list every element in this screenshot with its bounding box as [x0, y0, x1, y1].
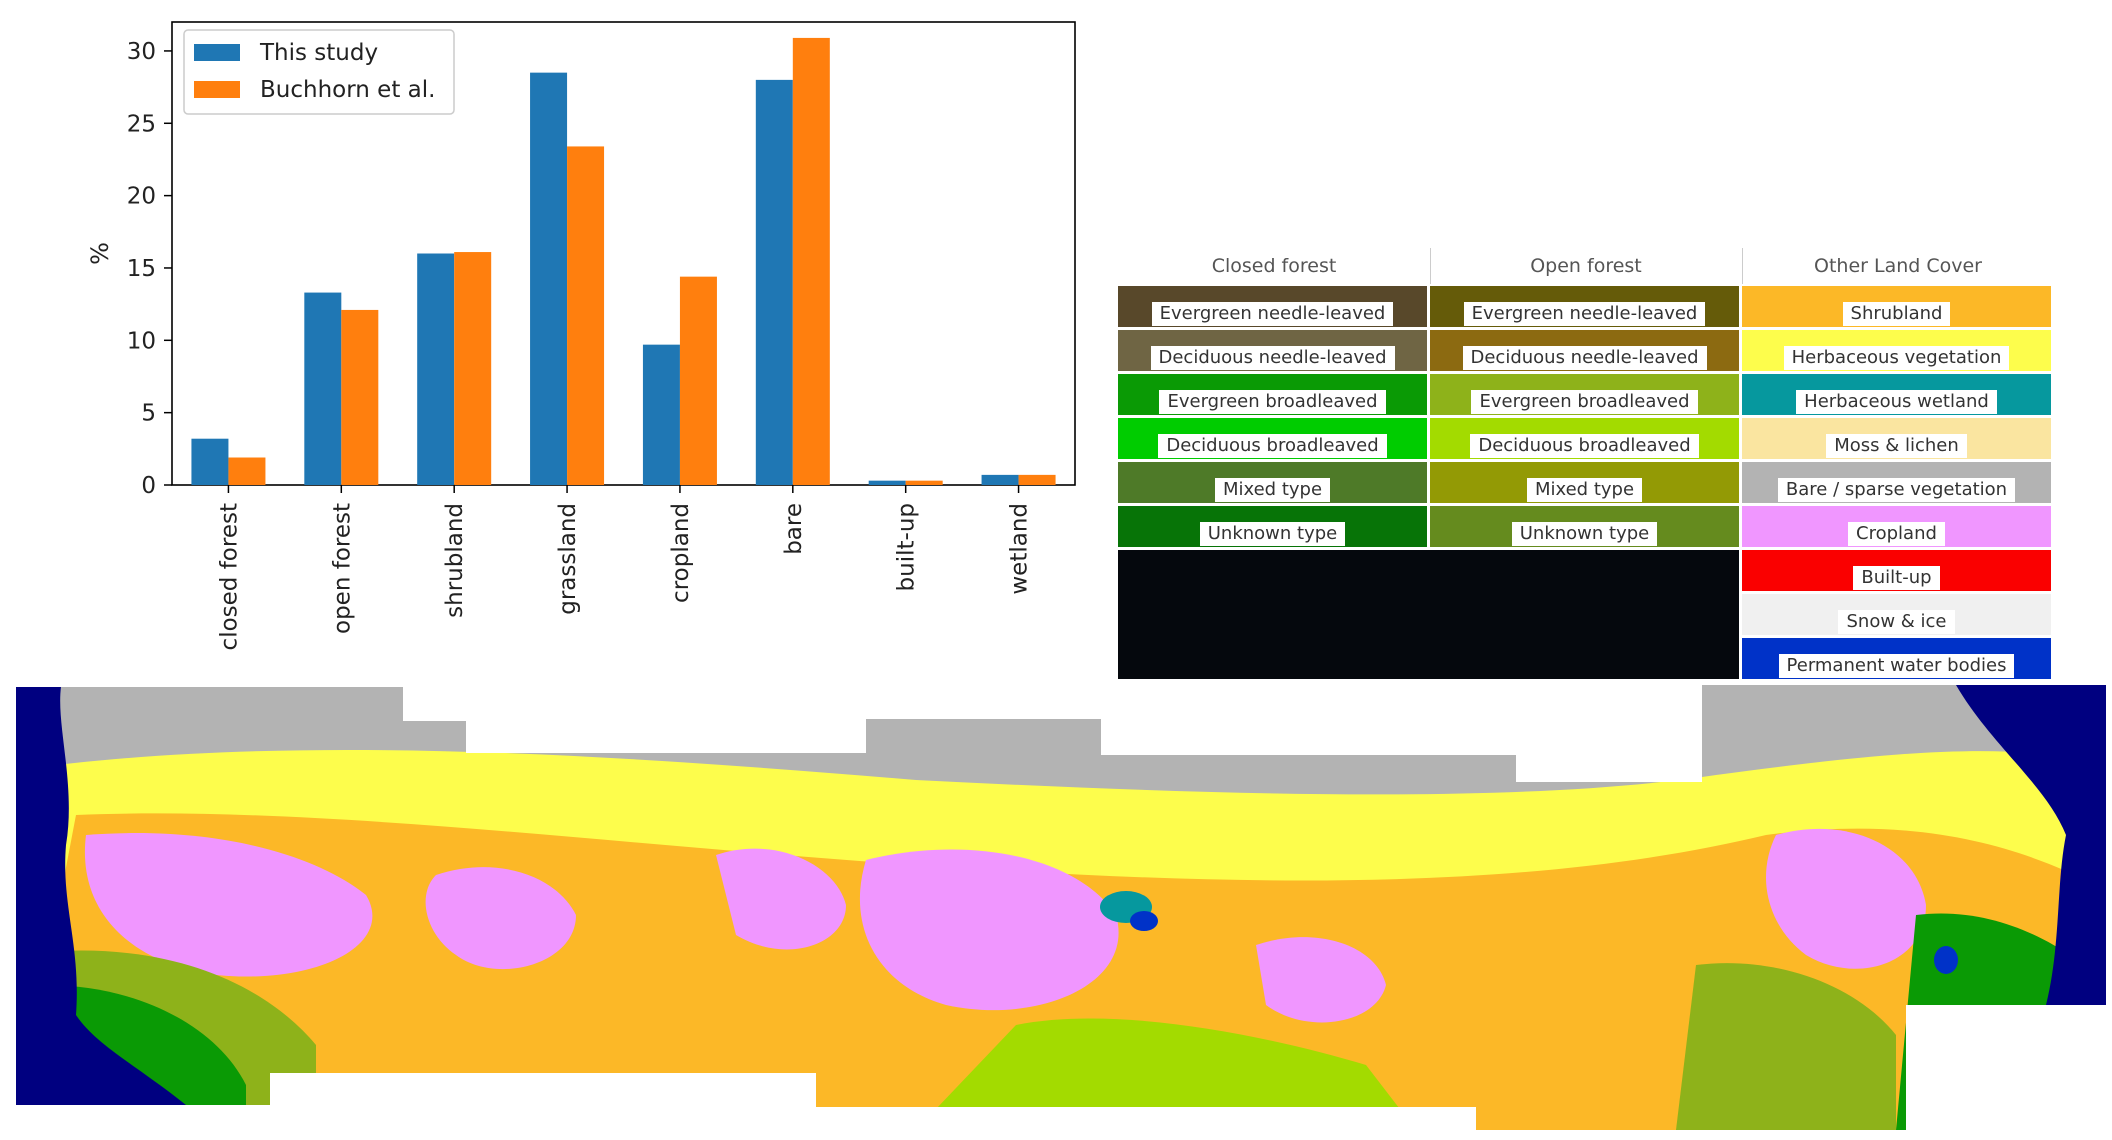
bar-wetland-this-study: [981, 474, 1019, 485]
legend-class-label: Moss & lichen: [1826, 434, 1967, 458]
legend-class-label: Mixed type: [1526, 478, 1643, 502]
y-tick-label: 15: [127, 256, 156, 282]
legend-class-cell: Evergreen broadleaved: [1118, 374, 1430, 418]
legend-column-separator: [1742, 248, 1743, 284]
land-cover-map: [16, 685, 2106, 1130]
legend-class-label: Herbaceous wetland: [1796, 390, 1997, 414]
bar-bare-buchhorn: [792, 37, 830, 486]
plot-frame: [171, 21, 1076, 486]
legend-class-cell: Mixed type: [1118, 462, 1430, 506]
land-cover-map-image: [16, 685, 2106, 1130]
legend-class-label: Evergreen broadleaved: [1159, 390, 1386, 414]
legend-class-cell: Deciduous broadleaved: [1430, 418, 1742, 462]
y-tick-label: 10: [127, 328, 156, 354]
legend-class-label: Deciduous needle-leaved: [1150, 346, 1395, 370]
land-cover-legend: Closed forest Evergreen needle-leaved Deci…: [1118, 248, 2058, 684]
legend-class-cell: Herbaceous wetland: [1742, 374, 2054, 418]
legend-swatch: [194, 81, 240, 98]
bar-grassland-buchhorn: [567, 146, 605, 485]
bar-wetland-buchhorn: [1018, 474, 1056, 485]
bar-cropland-buchhorn: [679, 276, 717, 485]
legend-label: This study: [259, 40, 378, 66]
legend-class-label: Herbaceous vegetation: [1783, 346, 2010, 370]
legend-class-label: Evergreen broadleaved: [1471, 390, 1698, 414]
legend-class-cell: Cropland: [1742, 506, 2054, 550]
legend-class-label: Deciduous broadleaved: [1470, 434, 1699, 458]
legend-class-cell: Deciduous broadleaved: [1118, 418, 1430, 462]
bar-chart-svg: 0 5 10 15 20 25 30% closed forest open forest shr…: [86, 21, 1076, 650]
x-tick-label: shrubland: [442, 503, 468, 618]
legend-class-label: Mixed type: [1214, 478, 1331, 502]
y-tick-label: 5: [141, 401, 156, 427]
legend-class-cell: Bare / sparse vegetation: [1742, 462, 2054, 506]
legend-class-label: Deciduous needle-leaved: [1462, 346, 1707, 370]
x-tick-label: bare: [781, 503, 807, 555]
legend-column-separator: [1430, 248, 1431, 284]
legend-class-cell: Herbaceous vegetation: [1742, 330, 2054, 374]
x-tick-label: built-up: [894, 503, 920, 591]
legend-empty-area: [1118, 550, 1739, 679]
legend-class-cell: Deciduous needle-leaved: [1118, 330, 1430, 374]
legend-class-label: Snow & ice: [1838, 610, 1955, 634]
bar-open-forest-this-study: [304, 292, 342, 485]
y-tick-label: 25: [127, 111, 156, 137]
legend-swatch: [194, 44, 240, 61]
legend-class-cell: Deciduous needle-leaved: [1430, 330, 1742, 374]
legend-class-label: Shrubland: [1842, 302, 1951, 326]
legend-class-label: Unknown type: [1511, 522, 1658, 546]
y-tick-label: 30: [127, 39, 156, 65]
x-tick-label: grassland: [555, 503, 581, 615]
legend-column-header: Closed forest: [1211, 255, 1337, 277]
bar-shrubland-buchhorn: [454, 252, 492, 485]
legend-class-label: Cropland: [1848, 522, 1945, 546]
legend-class-cell: Unknown type: [1118, 506, 1430, 550]
legend-column-header: Other Land Cover: [1814, 255, 1982, 277]
legend-column-header: Open forest: [1530, 255, 1642, 277]
legend-class-label: Deciduous broadleaved: [1158, 434, 1387, 458]
x-tick-label: closed forest: [216, 503, 242, 650]
legend-class-label: Bare / sparse vegetation: [1777, 478, 2016, 502]
legend-class-cell: Unknown type: [1430, 506, 1742, 550]
bar-grassland-this-study: [530, 72, 568, 485]
legend-class-cell: Evergreen needle-leaved: [1118, 286, 1430, 330]
y-axis-label: %: [86, 242, 114, 265]
bar-bare-this-study: [755, 79, 793, 485]
legend-class-label: Built-up: [1853, 566, 1940, 590]
legend-class-cell: Moss & lichen: [1742, 418, 2054, 462]
bar-shrubland-this-study: [417, 253, 455, 485]
legend-class-label: Permanent water bodies: [1778, 654, 2015, 678]
x-tick-label: wetland: [1007, 503, 1033, 595]
bar-built-up-this-study: [868, 480, 906, 485]
legend-class-label: Evergreen needle-leaved: [1463, 302, 1706, 326]
legend-class-cell: Shrubland: [1742, 286, 2054, 330]
x-tick-label: cropland: [668, 503, 694, 603]
legend-class-cell: Evergreen needle-leaved: [1430, 286, 1742, 330]
legend-class-cell: Mixed type: [1430, 462, 1742, 506]
y-tick-label: 0: [141, 473, 156, 499]
legend-class-cell: Evergreen broadleaved: [1430, 374, 1742, 418]
legend-label: Buchhorn et al.: [260, 77, 435, 103]
legend-class-cell: Built-up: [1742, 550, 2054, 594]
legend-class-label: Unknown type: [1199, 522, 1346, 546]
y-tick-label: 20: [127, 184, 156, 210]
legend-box: [183, 29, 455, 115]
bar-closed-forest-this-study: [191, 438, 229, 485]
bar-closed-forest-buchhorn: [228, 457, 266, 485]
bar-open-forest-buchhorn: [341, 309, 379, 485]
bar-cropland-this-study: [642, 344, 680, 485]
legend-class-label: Evergreen needle-leaved: [1151, 302, 1394, 326]
x-tick-label: open forest: [329, 503, 355, 634]
legend-class-cell: Permanent water bodies: [1742, 638, 2054, 682]
bar-chart: 0 5 10 15 20 25 30% closed forest open forest shr…: [0, 0, 1090, 670]
legend-class-cell: Snow & ice: [1742, 594, 2054, 638]
bar-built-up-buchhorn: [905, 480, 943, 485]
